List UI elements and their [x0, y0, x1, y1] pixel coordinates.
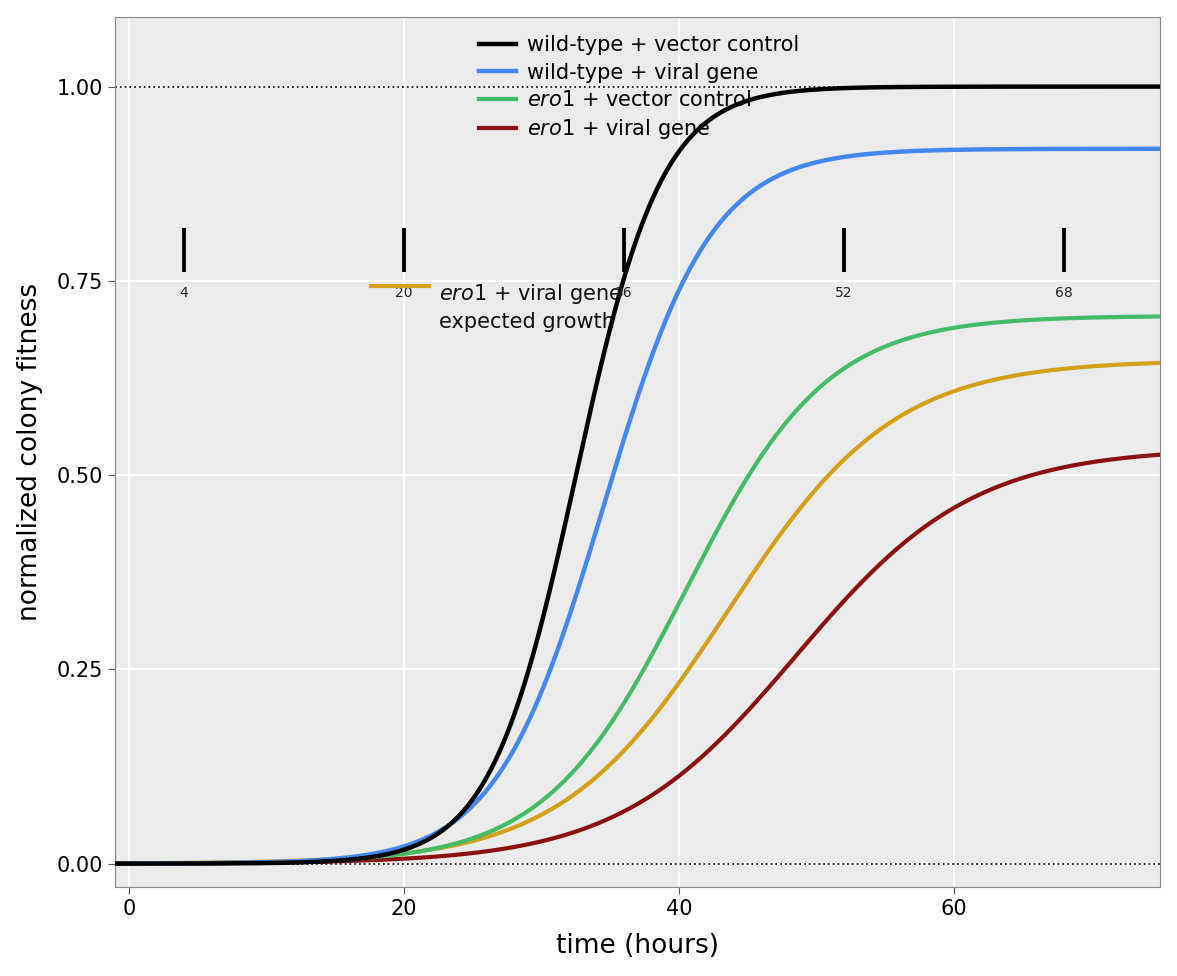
Text: 68: 68 — [1056, 286, 1073, 300]
Y-axis label: normalized colony fitness: normalized colony fitness — [16, 283, 42, 621]
Text: 52: 52 — [836, 286, 853, 300]
Text: 36: 36 — [616, 286, 633, 300]
Text: 4: 4 — [180, 286, 188, 300]
Legend: wild-type + vector control, wild-type + viral gene, $\it{ero1}$ + vector control: wild-type + vector control, wild-type + … — [471, 27, 807, 149]
Text: $\it{ero1}$ + viral gene
expected growth: $\it{ero1}$ + viral gene expected growth — [439, 282, 623, 332]
X-axis label: time (hours): time (hours) — [557, 933, 719, 959]
Text: 20: 20 — [395, 286, 413, 300]
